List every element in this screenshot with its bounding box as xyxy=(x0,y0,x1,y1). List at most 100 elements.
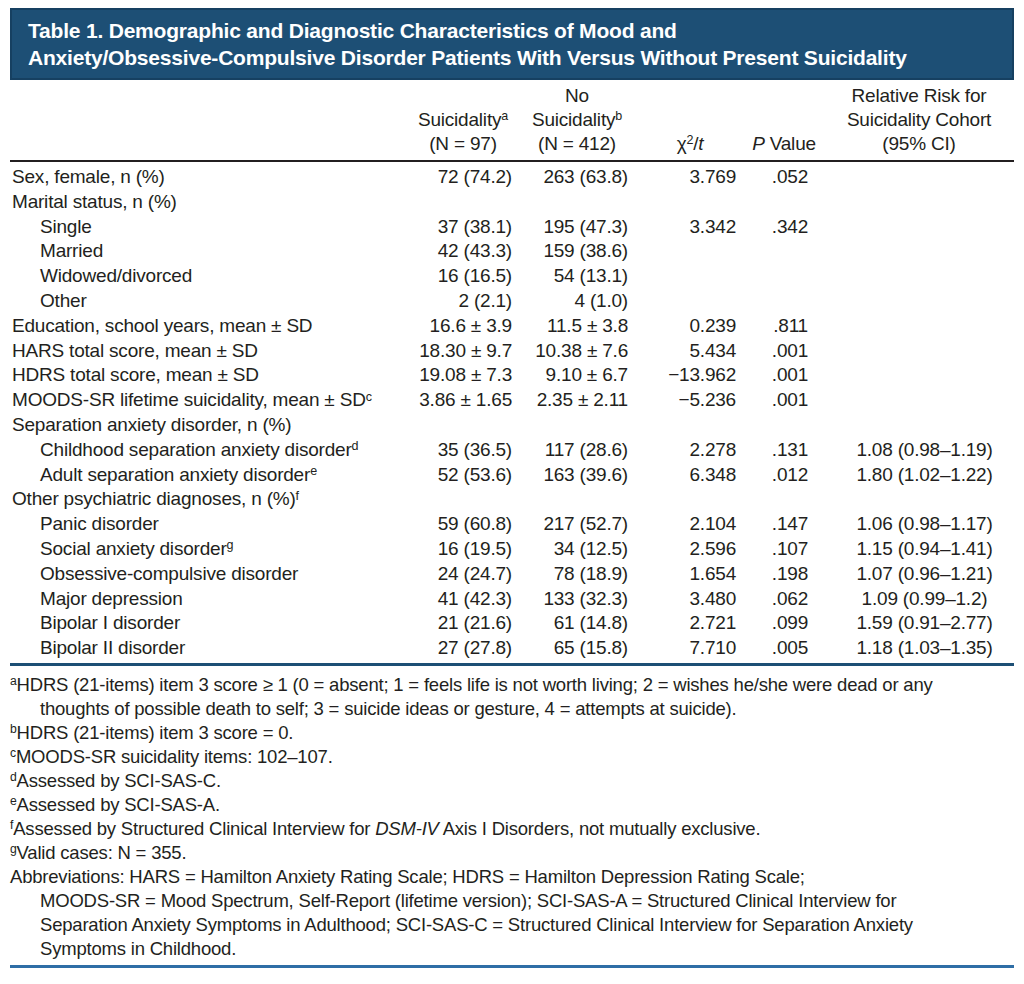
table-cell: 3.480 xyxy=(636,587,744,612)
table-cell: 133 (32.3) xyxy=(518,587,636,612)
footnote-line: gValid cases: N = 355. xyxy=(10,841,1014,865)
text-segment: HARS total score, mean ± SD xyxy=(12,340,258,361)
table-cell: .001 xyxy=(744,363,824,388)
column-header-line: (95% CI) xyxy=(824,132,1014,156)
table-cell: 54 (13.1) xyxy=(518,264,636,289)
column-header-line: (N = 97) xyxy=(408,132,518,156)
column-header: P Value xyxy=(744,84,824,161)
text-segment: Panic disorder xyxy=(40,513,159,534)
text-segment: Suicidality Cohort xyxy=(847,109,991,130)
table-cell xyxy=(636,289,744,314)
table-cell: 159 (38.6) xyxy=(518,239,636,264)
text-segment: Symptoms in Childhood. xyxy=(40,938,236,959)
table-cell: 1.07 (0.96–1.21) xyxy=(824,562,1014,587)
table-cell: 2.721 xyxy=(636,611,744,636)
table-cell: .198 xyxy=(744,562,824,587)
table-title-panel: Table 1. Demographic and Diagnostic Char… xyxy=(10,8,1014,80)
superscript-marker: d xyxy=(10,770,17,784)
table-cell: 1.15 (0.94–1.41) xyxy=(824,537,1014,562)
row-label: Other psychiatric diagnoses, n (%)f xyxy=(10,487,408,512)
table-cell: 3.342 xyxy=(636,215,744,240)
table-cell xyxy=(824,314,1014,339)
table-row: Childhood separation anxiety disorderd35… xyxy=(10,438,1014,463)
text-segment: Suicidality xyxy=(418,109,501,130)
table-row: Adult separation anxiety disordere52 (53… xyxy=(10,463,1014,488)
table-cell: 41 (42.3) xyxy=(408,587,518,612)
table-cell: 3.769 xyxy=(636,161,744,190)
table-cell xyxy=(744,413,824,438)
table-cell xyxy=(408,190,518,215)
row-label: Other xyxy=(10,289,408,314)
row-label: Sex, female, n (%) xyxy=(10,161,408,190)
text-segment: Separation Anxiety Symptoms in Adulthood… xyxy=(40,914,913,935)
text-segment: Assessed by SCI-SAS-C. xyxy=(17,770,221,791)
table-cell: 1.59 (0.91–2.77) xyxy=(824,611,1014,636)
row-label: Childhood separation anxiety disorderd xyxy=(10,438,408,463)
text-segment: MOODS-SR lifetime suicidality, mean ± SD xyxy=(12,389,366,410)
table-cell: 24 (24.7) xyxy=(408,562,518,587)
text-segment: HDRS (21-items) item 3 score = 0. xyxy=(17,722,294,743)
table-cell: 42 (43.3) xyxy=(408,239,518,264)
text-segment: Assessed by Structured Clinical Intervie… xyxy=(13,818,375,839)
column-header-line: Suicidality Cohort xyxy=(824,108,1014,132)
text-segment: No xyxy=(565,85,589,106)
table-cell: .001 xyxy=(744,339,824,364)
table-cell: 52 (53.6) xyxy=(408,463,518,488)
text-segment: Abbreviations: HARS = Hamilton Anxiety R… xyxy=(10,866,805,887)
table-cell xyxy=(744,239,824,264)
table-row: HDRS total score, mean ± SD19.08 ± 7.39.… xyxy=(10,363,1014,388)
text-segment: Relative Risk for xyxy=(852,85,987,106)
text-segment: DSM-IV xyxy=(375,818,439,839)
text-segment: (N = 412) xyxy=(538,133,616,154)
table-cell: .005 xyxy=(744,636,824,664)
table-row: Married42 (43.3)159 (38.6) xyxy=(10,239,1014,264)
row-label: Obsessive-compulsive disorder xyxy=(10,562,408,587)
table-cell: 18.30 ± 9.7 xyxy=(408,339,518,364)
column-header-line: No xyxy=(518,84,636,108)
table-cell xyxy=(824,239,1014,264)
table-row: Panic disorder59 (60.8)217 (52.7)2.104.1… xyxy=(10,512,1014,537)
superscript-marker: b xyxy=(10,722,17,736)
table-cell xyxy=(824,161,1014,190)
table-row: Social anxiety disorderg16 (19.5)34 (12.… xyxy=(10,537,1014,562)
table-row: Bipolar II disorder27 (27.8)65 (15.8)7.7… xyxy=(10,636,1014,664)
table-cell xyxy=(824,289,1014,314)
row-label: Widowed/divorced xyxy=(10,264,408,289)
table-row: HARS total score, mean ± SD18.30 ± 9.710… xyxy=(10,339,1014,364)
table-cell xyxy=(824,264,1014,289)
table-row: Separation anxiety disorder, n (%) xyxy=(10,413,1014,438)
column-header-line: Suicidalitya xyxy=(408,108,518,132)
table-cell: 3.86 ± 1.65 xyxy=(408,388,518,413)
table-cell: 59 (60.8) xyxy=(408,512,518,537)
data-table: Suicidalitya(N = 97) No Suicidality b (N = 4… xyxy=(10,84,1014,666)
column-header-line: (N = 412) xyxy=(518,132,636,156)
superscript-marker: b xyxy=(615,109,622,123)
table-row: MOODS-SR lifetime suicidality, mean ± SD… xyxy=(10,388,1014,413)
column-header: NoSuicidalityb(N = 412) xyxy=(518,84,636,161)
table-cell xyxy=(636,239,744,264)
table-cell: 7.710 xyxy=(636,636,744,664)
table-cell: .062 xyxy=(744,587,824,612)
footnote-line: dAssessed by SCI-SAS-C. xyxy=(10,769,1014,793)
table-cell: 163 (39.6) xyxy=(518,463,636,488)
paper-table-figure: Table 1. Demographic and Diagnostic Char… xyxy=(0,0,1024,968)
column-header xyxy=(10,84,408,161)
column-header: χ2/t xyxy=(636,84,744,161)
table-cell: 2.596 xyxy=(636,537,744,562)
row-label: HDRS total score, mean ± SD xyxy=(10,363,408,388)
text-segment: t xyxy=(698,133,703,154)
superscript-marker: g xyxy=(10,842,17,856)
table-title-line1: Table 1. Demographic and Diagnostic Char… xyxy=(28,17,1000,44)
text-segment: Other psychiatric diagnoses, n (%) xyxy=(12,488,296,509)
table-cell xyxy=(636,264,744,289)
table-cell: 1.18 (1.03–1.35) xyxy=(824,636,1014,664)
text-segment: Bipolar I disorder xyxy=(40,612,180,633)
table-cell: .099 xyxy=(744,611,824,636)
table-cell: 1.06 (0.98–1.17) xyxy=(824,512,1014,537)
footnote-line: fAssessed by Structured Clinical Intervi… xyxy=(10,817,1014,841)
table-row: Education, school years, mean ± SD16.6 ±… xyxy=(10,314,1014,339)
bottom-rule xyxy=(10,965,1014,968)
footnote-line: Separation Anxiety Symptoms in Adulthood… xyxy=(10,913,1014,937)
table-cell: .147 xyxy=(744,512,824,537)
table-cell: 27 (27.8) xyxy=(408,636,518,664)
